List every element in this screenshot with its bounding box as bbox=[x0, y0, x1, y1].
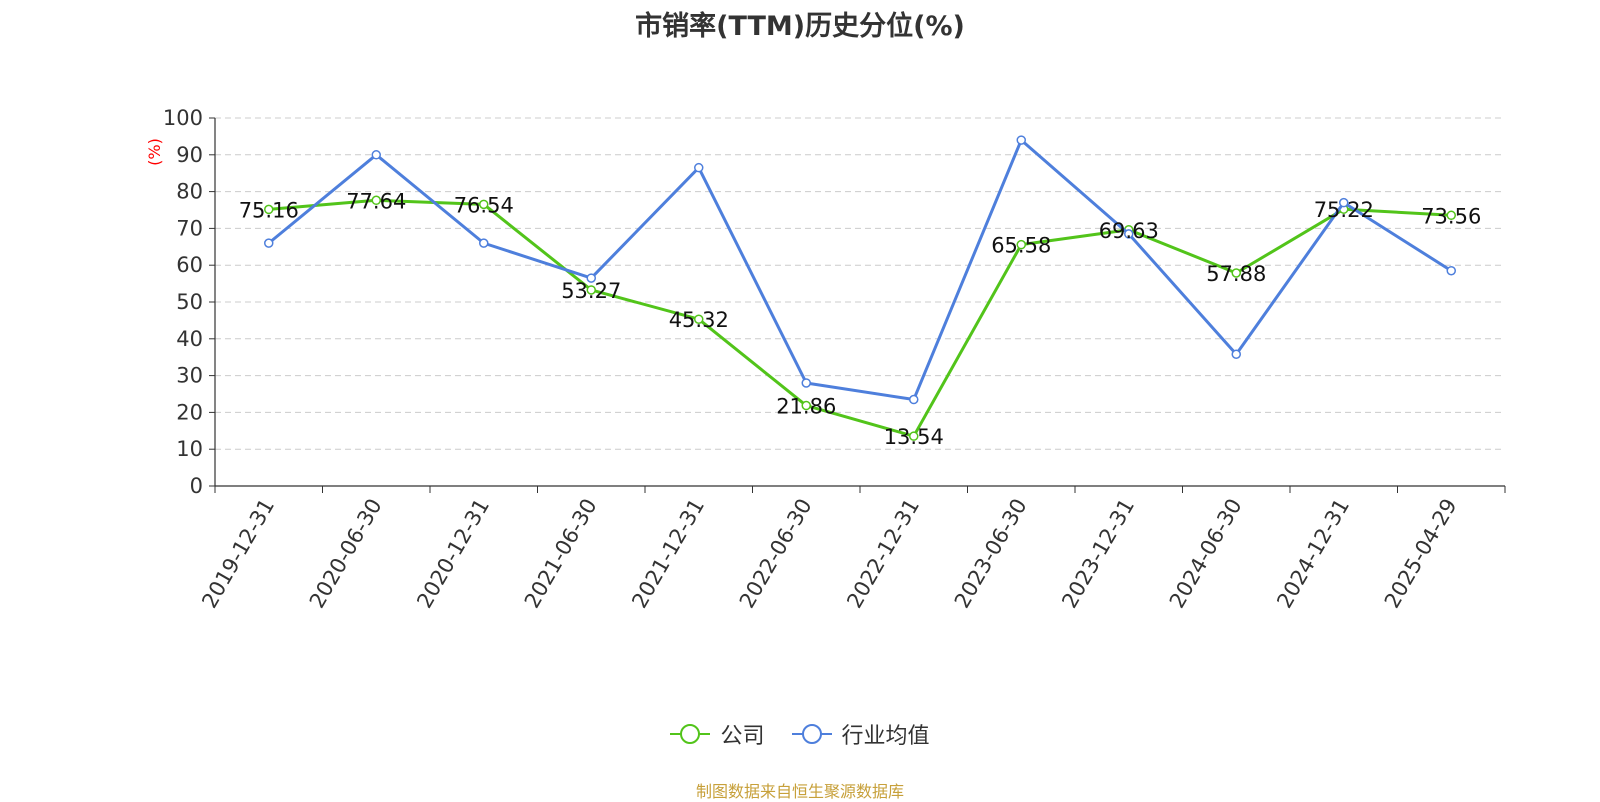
y-tick-label: 70 bbox=[176, 216, 203, 240]
y-tick-label: 100 bbox=[163, 106, 203, 130]
data-label: 77.64 bbox=[346, 189, 406, 213]
grid-lines bbox=[215, 117, 1505, 450]
y-tick-label: 90 bbox=[176, 143, 203, 167]
series-0-point bbox=[694, 314, 704, 324]
data-label: 69.63 bbox=[1099, 219, 1159, 243]
series-1-point bbox=[1124, 229, 1134, 239]
data-label: 13.54 bbox=[884, 425, 944, 449]
source-note: 制图数据来自恒生聚源数据库 bbox=[695, 782, 904, 801]
x-tick-label: 2019-12-31 bbox=[197, 495, 279, 613]
data-label: 21.86 bbox=[776, 395, 836, 419]
axes: 0 10 20 30 40 50 60 70 80 90 100 (%) 2019-12-31 2020-… bbox=[145, 106, 1506, 613]
x-tick-label: 2025-04-29 bbox=[1380, 495, 1462, 613]
series-1-point bbox=[371, 150, 381, 160]
series-0-point bbox=[1231, 268, 1241, 278]
series-0-point bbox=[1016, 239, 1026, 250]
x-tick-label: 2023-06-30 bbox=[950, 495, 1032, 613]
x-tick-label: 2022-12-31 bbox=[842, 495, 924, 613]
series-0-point bbox=[586, 285, 596, 295]
data-label: 53.27 bbox=[561, 279, 621, 303]
series-lines bbox=[264, 135, 1456, 441]
series-1-point bbox=[1339, 197, 1349, 208]
series-0-point bbox=[479, 199, 489, 210]
x-tick-label: 2021-12-31 bbox=[627, 495, 709, 613]
x-tick-label: 2020-12-31 bbox=[412, 495, 494, 613]
legend-company-icon bbox=[670, 724, 711, 744]
series-1-point bbox=[909, 394, 919, 405]
x-tick-label: 2022-06-30 bbox=[735, 495, 817, 613]
legend-item-industry-avg[interactable]: 行业均值 bbox=[791, 718, 930, 750]
chart-title: 市销率(TTM)历史分位(%) bbox=[635, 11, 965, 42]
legend-item-company[interactable]: 公司 bbox=[670, 718, 765, 750]
data-label: 75.22 bbox=[1314, 198, 1374, 222]
series-1-point bbox=[1016, 135, 1026, 145]
x-tick-label: 2021-06-30 bbox=[520, 495, 602, 613]
legend-industry-avg-icon bbox=[791, 724, 832, 744]
series-line-0 bbox=[268, 198, 1452, 438]
series-0-point bbox=[1446, 210, 1456, 221]
y-tick-label: 0 bbox=[190, 474, 203, 498]
data-labels: 75.16 77.64 76.54 53.27 45.32 21.86 13.54 65.58… bbox=[239, 189, 1482, 449]
series-1-point bbox=[264, 238, 274, 248]
x-tick-label: 2023-12-31 bbox=[1057, 495, 1139, 613]
data-label: 65.58 bbox=[991, 234, 1051, 258]
series-0-point bbox=[264, 204, 274, 215]
legend: 公司 行业均值 bbox=[0, 718, 1600, 750]
series-1-point bbox=[1231, 349, 1241, 360]
x-tick-label: 2020-06-30 bbox=[305, 495, 387, 613]
series-0-point bbox=[371, 195, 381, 206]
series-0-point bbox=[909, 431, 919, 441]
y-tick-label: 50 bbox=[176, 290, 203, 314]
y-tick-label: 60 bbox=[176, 253, 203, 277]
series-1-point bbox=[479, 238, 489, 248]
legend-company-label: 公司 bbox=[720, 724, 765, 749]
series-line-1 bbox=[267, 138, 1453, 402]
data-label: 45.32 bbox=[669, 308, 729, 332]
series-1-point bbox=[586, 273, 596, 283]
legend-industry-avg-label: 行业均值 bbox=[841, 724, 930, 749]
x-tick-label: 2024-06-30 bbox=[1165, 495, 1247, 613]
series-1-point bbox=[1446, 265, 1456, 276]
y-tick-label: 20 bbox=[176, 400, 203, 424]
x-tick-label: 2024-12-31 bbox=[1272, 495, 1354, 613]
data-label: 75.16 bbox=[239, 198, 299, 222]
series-1-point bbox=[801, 378, 811, 388]
data-label: 76.54 bbox=[454, 193, 514, 217]
y-tick-label: 80 bbox=[176, 180, 203, 204]
series-0-point bbox=[801, 400, 811, 411]
y-tick-label: 10 bbox=[176, 437, 203, 461]
data-label: 73.56 bbox=[1421, 204, 1481, 228]
data-label: 57.88 bbox=[1206, 262, 1266, 286]
y-axis-label: (%) bbox=[145, 138, 164, 166]
y-tick-label: 30 bbox=[176, 364, 203, 388]
series-1-point bbox=[694, 162, 704, 173]
y-tick-label: 40 bbox=[176, 327, 203, 351]
